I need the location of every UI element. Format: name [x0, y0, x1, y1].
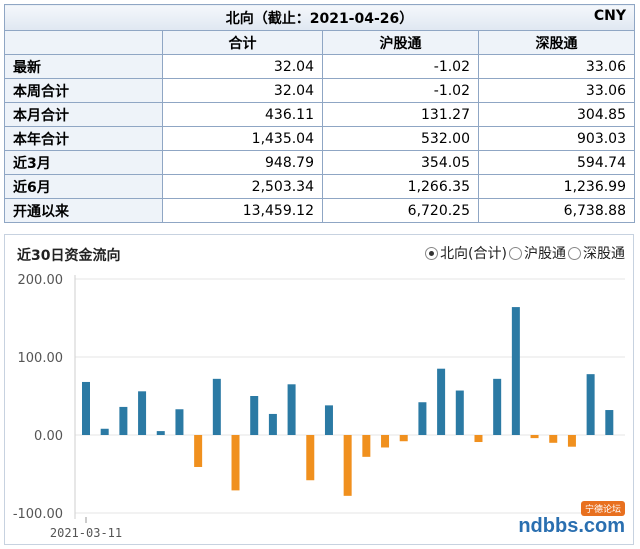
bar [231, 435, 240, 491]
cell-shenzhen: 33.06 [478, 78, 635, 103]
chart-title: 近30日资金流向 [17, 248, 121, 264]
bar [82, 381, 90, 435]
bar [287, 384, 296, 435]
summary-table: 北向（截止：2021-04-26） CNY 合计 沪股通 深股通 最新 32.0… [4, 4, 635, 223]
y-tick-label: -100.00 [13, 507, 63, 522]
y-tick-label: 200.00 [18, 273, 64, 288]
cell-shenzhen: 6,738.88 [478, 198, 635, 223]
chart-legend: 北向(合计) 沪股通 深股通 [425, 243, 625, 263]
bar [156, 431, 165, 435]
radio-icon[interactable] [568, 246, 581, 260]
bar [511, 307, 520, 435]
header-shenzhen: 深股通 [478, 30, 635, 55]
bar [175, 409, 184, 435]
y-tick-label: 100.00 [18, 351, 64, 366]
bar [268, 413, 277, 435]
table-title-row: 北向（截止：2021-04-26） CNY [4, 4, 635, 31]
legend-option-shenzhen[interactable]: 深股通 [568, 243, 625, 263]
radio-selected-icon[interactable] [425, 246, 439, 260]
cell-total: 436.11 [162, 102, 323, 127]
cell-shanghai: 532.00 [322, 126, 479, 151]
bar [324, 405, 333, 435]
legend-option-shanghai[interactable]: 沪股通 [509, 243, 566, 263]
bar [343, 435, 352, 496]
cell-shenzhen: 33.06 [478, 54, 635, 79]
bar [455, 390, 464, 435]
bar [418, 402, 427, 435]
cell-shanghai: -1.02 [322, 54, 479, 79]
table-row: 本年合计 1,435.04 532.00 903.03 [4, 126, 635, 151]
bar [362, 435, 371, 457]
bar [381, 435, 390, 448]
watermark-logo-text: ndbbs.com [518, 515, 625, 537]
table-row: 本周合计 32.04 -1.02 33.06 [4, 78, 635, 103]
row-label: 近6月 [4, 174, 163, 199]
header-shanghai: 沪股通 [322, 30, 479, 55]
bar [567, 435, 576, 447]
row-label: 本年合计 [4, 126, 163, 151]
table-title: 北向（截止：2021-04-26） [225, 10, 414, 27]
cell-shenzhen: 903.03 [478, 126, 635, 151]
row-label: 本月合计 [4, 102, 163, 127]
table-row: 本月合计 436.11 131.27 304.85 [4, 102, 635, 127]
legend-label: 北向(合计) [440, 246, 507, 262]
cell-shanghai: -1.02 [322, 78, 479, 103]
bar [212, 378, 221, 435]
header-total: 合计 [162, 30, 323, 55]
cell-total: 13,459.12 [162, 198, 323, 223]
watermark-badge: 宁德论坛 [580, 501, 625, 516]
row-label: 近3月 [4, 150, 163, 175]
bar [605, 410, 614, 435]
row-label: 最新 [4, 54, 163, 79]
bar [549, 435, 558, 443]
bar [493, 378, 502, 435]
table-row: 开通以来 13,459.12 6,720.25 6,738.88 [4, 198, 635, 223]
bar [194, 435, 203, 467]
cell-total: 2,503.34 [162, 174, 323, 199]
cell-total: 1,435.04 [162, 126, 323, 151]
legend-label: 深股通 [583, 246, 625, 262]
currency-unit: CNY [593, 8, 626, 24]
cell-shenzhen: 304.85 [478, 102, 635, 127]
bar [586, 374, 595, 435]
y-tick-label: 0.00 [34, 429, 63, 444]
cell-shanghai: 131.27 [322, 102, 479, 127]
bar [250, 396, 259, 435]
bar [306, 435, 315, 481]
cell-total: 32.04 [162, 78, 323, 103]
row-label: 开通以来 [4, 198, 163, 223]
bar [437, 368, 446, 435]
flow-chart-panel: 200.00 100.00 0.00 -100.00 2021-03-11 近30日资金… [4, 234, 634, 545]
row-label: 本周合计 [4, 78, 163, 103]
cell-shanghai: 6,720.25 [322, 198, 479, 223]
header-empty [4, 30, 163, 55]
northbound-summary: 北向（截止：2021-04-26） CNY 合计 沪股通 深股通 最新 32.0… [4, 4, 635, 223]
table-header-row: 合计 沪股通 深股通 [4, 30, 635, 55]
bar [119, 406, 128, 435]
flow-bar-chart: 200.00 100.00 0.00 -100.00 2021-03-11 [13, 273, 625, 540]
bar [530, 435, 539, 439]
cell-shanghai: 1,266.35 [322, 174, 479, 199]
cell-shanghai: 354.05 [322, 150, 479, 175]
cell-shenzhen: 594.74 [478, 150, 635, 175]
table-row: 近3月 948.79 354.05 594.74 [4, 150, 635, 175]
cell-shenzhen: 1,236.99 [478, 174, 635, 199]
table-row: 最新 32.04 -1.02 33.06 [4, 54, 635, 79]
table-row: 近6月 2,503.34 1,266.35 1,236.99 [4, 174, 635, 199]
radio-icon[interactable] [509, 246, 522, 260]
legend-option-total[interactable]: 北向(合计) [425, 243, 507, 263]
bar [474, 435, 483, 443]
x-tick-label: 2021-03-11 [50, 526, 122, 540]
bar [399, 435, 408, 442]
legend-label: 沪股通 [524, 246, 566, 262]
bar [100, 428, 109, 435]
bar [138, 391, 147, 435]
cell-total: 948.79 [162, 150, 323, 175]
cell-total: 32.04 [162, 54, 323, 79]
site-watermark: 宁德论坛 ndbbs.com [518, 501, 625, 538]
